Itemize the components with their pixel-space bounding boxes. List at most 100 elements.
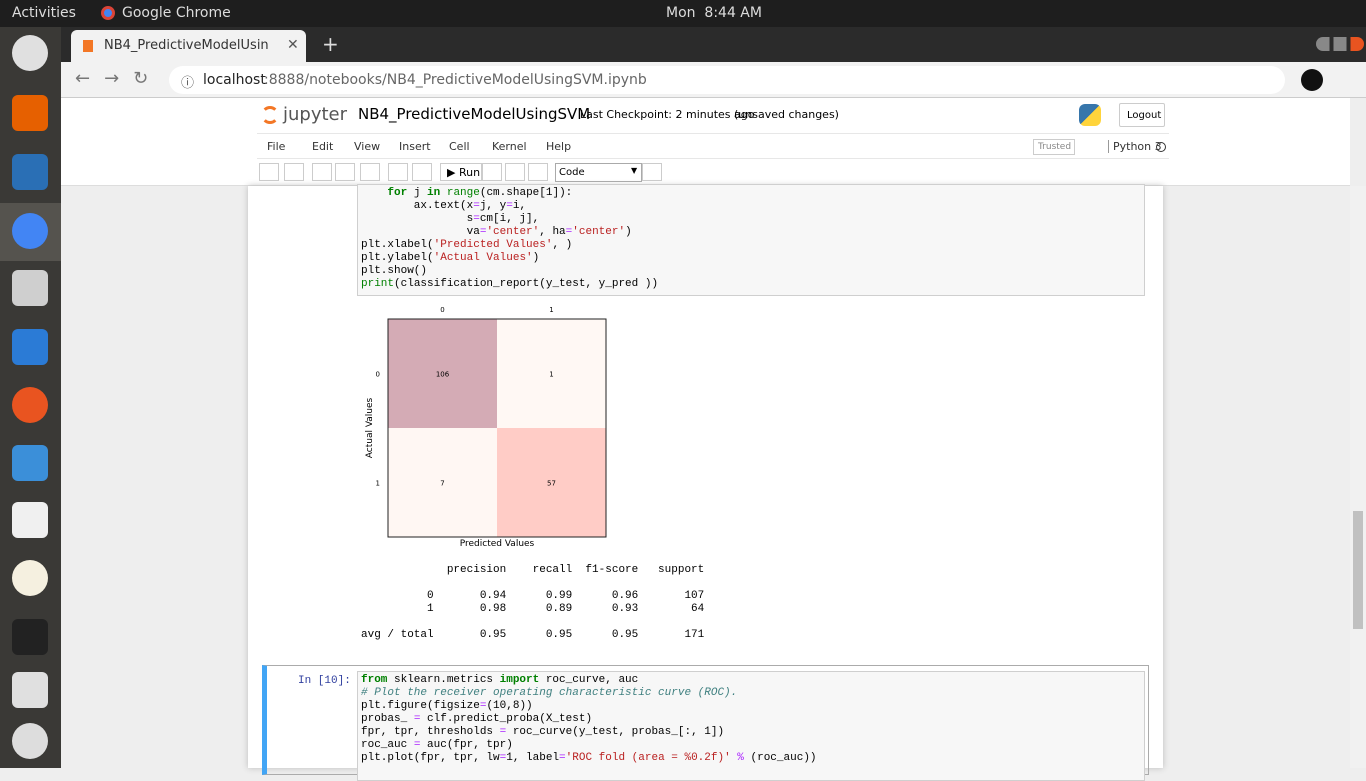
x-tick-label: 1 xyxy=(549,306,553,314)
logo: jupyter xyxy=(283,104,348,125)
toolbar-button[interactable] xyxy=(284,163,304,181)
code-line: fpr, tpr, thresholds = roc_curve(y_test,… xyxy=(361,726,725,738)
confusion-matrix: 106 1 7 57 0 1 0 1 Predicted Values Actual Values xyxy=(365,306,607,549)
menu-bar: Trusted Python 3 File Edit View Insert Cell K… xyxy=(257,133,1169,159)
scrollbar xyxy=(1350,186,1366,768)
code-line: ax.text(x=j, y=i, xyxy=(361,200,527,212)
code-line: plt.plot(fpr, tpr, lw=1, label='ROC fold… xyxy=(361,752,817,764)
run-label: Run xyxy=(458,166,481,179)
cell-type[interactable]: Code xyxy=(555,163,642,182)
menu-item[interactable]: Kernel xyxy=(492,140,527,153)
toolbar-button[interactable] xyxy=(360,163,380,181)
scroll-thumb[interactable] xyxy=(1353,511,1363,629)
menu-item[interactable]: Cell xyxy=(449,140,470,153)
tab[interactable]: NB4_PredictiveModelUsin ✕ xyxy=(71,30,306,62)
x-axis-label: Predicted Values xyxy=(460,539,535,549)
run-button[interactable]: ▶︎ Run xyxy=(440,163,482,181)
dock-icon[interactable] xyxy=(12,672,48,708)
dock-icons xyxy=(0,27,61,768)
code-line: plt.show() xyxy=(361,265,428,277)
trusted[interactable]: Trusted xyxy=(1033,139,1075,155)
window-buttons[interactable] xyxy=(1316,37,1364,51)
cell-2: In [10]: from sklearn.metrics import roc… xyxy=(262,665,1149,781)
code-line: roc_auc = auc(fpr, tpr) xyxy=(361,739,513,751)
activities[interactable]: Activities xyxy=(12,5,76,21)
toolbar xyxy=(61,98,1350,186)
y-tick-label: 0 xyxy=(376,371,380,379)
dock-icon[interactable] xyxy=(12,387,48,423)
dock-icon[interactable] xyxy=(12,560,48,596)
dock-icon[interactable] xyxy=(12,329,48,365)
code-line: print(classification_report(y_test, y_pr… xyxy=(361,278,659,290)
app-menu[interactable]: Google Chrome xyxy=(122,5,231,21)
code-line: # Plot the receiver operating characteri… xyxy=(361,687,738,699)
cell-2-prompt: In [10]: xyxy=(298,675,351,687)
dock-icon[interactable] xyxy=(12,502,48,538)
dock-icon[interactable] xyxy=(12,95,48,131)
tab-strip: NB4_PredictiveModelUsin ✕ + xyxy=(61,27,1366,62)
matrix-cell xyxy=(497,428,606,537)
toolbar-button[interactable] xyxy=(528,163,548,181)
cell-2-input[interactable]: from sklearn.metrics import roc_curve, a… xyxy=(357,671,1145,781)
matrix-cell xyxy=(388,428,497,537)
chrome-icon xyxy=(101,6,115,20)
url-rest: :8888/notebooks/NB4_PredictiveModelUsing… xyxy=(264,72,647,88)
toolbar-button[interactable] xyxy=(412,163,432,181)
menu-item[interactable]: Edit xyxy=(312,140,334,153)
toolbar-button[interactable] xyxy=(259,163,279,181)
toolbar-button[interactable] xyxy=(505,163,525,181)
unsaved: (unsaved changes) xyxy=(734,108,839,121)
profile[interactable] xyxy=(1301,69,1323,91)
kernel: Python 3 xyxy=(1108,140,1162,153)
x-tick-label: 0 xyxy=(440,306,444,314)
new-tab[interactable]: + xyxy=(322,32,339,56)
code-line: for j in range(cm.shape[1]): xyxy=(387,187,573,199)
checkpoint: Last Checkpoint: 2 minutes ago xyxy=(580,108,755,121)
toolbar-button[interactable] xyxy=(388,163,408,181)
matrix-cell xyxy=(497,319,606,428)
report-line: 1 0.98 0.89 0.93 64 xyxy=(361,603,705,615)
menu-item[interactable]: File xyxy=(267,140,286,153)
jupyter-header: jupyter NB4_PredictiveModelUsingSVM Last… xyxy=(61,98,1350,186)
kernel-status xyxy=(1156,142,1166,152)
clock[interactable]: Mon 8:44 AM xyxy=(666,5,762,21)
code-line: s=cm[i, j], xyxy=(361,213,540,225)
dock xyxy=(0,27,61,768)
toolbar-button[interactable] xyxy=(312,163,332,181)
menu-item[interactable]: View xyxy=(354,140,381,153)
logout[interactable]: Logout xyxy=(1119,103,1165,127)
notebook-name[interactable]: NB4_PredictiveModelUsingSVM xyxy=(358,105,591,123)
cell-type-arrow: ▼ xyxy=(631,166,638,175)
tab-close[interactable]: ✕ xyxy=(287,37,299,53)
cell-value: 57 xyxy=(547,480,556,488)
toolbar-button[interactable] xyxy=(642,163,662,181)
code-line: plt.xlabel('Predicted Values', ) xyxy=(361,239,573,251)
code-line: plt.figure(figsize=(10,8)) xyxy=(361,700,533,712)
report: precision recall f1-score support 0 0.94… xyxy=(361,564,861,644)
toolbar-button[interactable] xyxy=(482,163,502,181)
address-bar: ←→↻ ⓘ localhost :8888/notebooks/NB4_Pred… xyxy=(61,62,1366,98)
report-line: avg / total 0.95 0.95 0.95 171 xyxy=(361,629,705,641)
dock-icon[interactable] xyxy=(12,723,48,759)
notebook-page: for j in range(cm.shape[1]): ax.text(x=j… xyxy=(248,184,1163,781)
code-line: plt.ylabel('Actual Values') xyxy=(361,252,540,264)
report-line: 0 0.94 0.99 0.96 107 xyxy=(361,590,705,602)
menu-item[interactable]: Insert xyxy=(399,140,431,153)
dock-icon[interactable] xyxy=(12,445,48,481)
dock-icon[interactable] xyxy=(12,619,48,655)
omnibox[interactable]: ⓘ localhost :8888/notebooks/NB4_Predicti… xyxy=(169,66,1285,94)
tab-icon xyxy=(83,40,93,52)
dock-icon[interactable] xyxy=(12,270,48,306)
python-logo xyxy=(1079,104,1101,126)
dock-icon[interactable] xyxy=(12,213,48,249)
nav-buttons[interactable]: ←→↻ xyxy=(75,68,163,89)
matrix-cell xyxy=(388,319,497,428)
dock-icon[interactable] xyxy=(12,154,48,190)
toolbar-button[interactable] xyxy=(335,163,355,181)
dock-icon[interactable] xyxy=(12,35,48,71)
cell-1-input: for j in range(cm.shape[1]): ax.text(x=j… xyxy=(357,184,1145,296)
menu-item[interactable]: Help xyxy=(546,140,572,153)
info-icon: ⓘ xyxy=(181,76,195,91)
url-host: localhost xyxy=(203,72,266,88)
